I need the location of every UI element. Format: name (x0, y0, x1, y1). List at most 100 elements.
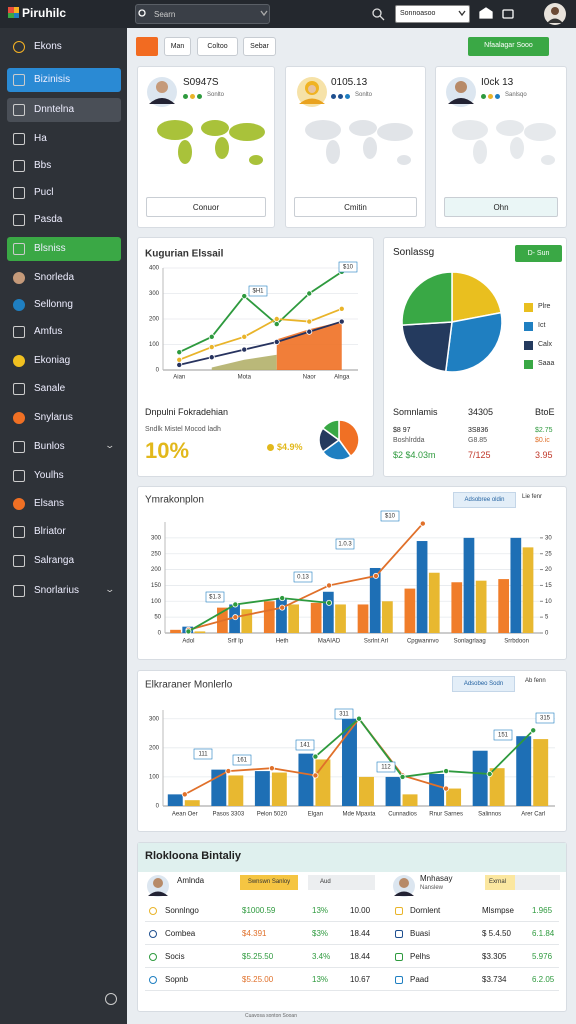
status-dot (495, 94, 500, 99)
sidebar-item[interactable]: Bbs (34, 160, 52, 171)
sidebar-highlight (7, 98, 121, 122)
chart-control[interactable]: Ab fenn (525, 678, 546, 684)
orange-button[interactable] (136, 37, 158, 56)
sidebar-item[interactable]: Bunlos (34, 441, 65, 452)
sidebar-item[interactable]: Ekons (34, 41, 62, 52)
sidebar-icon (13, 272, 25, 284)
row-cell: Dornlent (410, 906, 441, 915)
sidebar-item[interactable]: Sellonng (34, 299, 73, 310)
row-cell: Paad (410, 975, 429, 984)
profile-name: Mnhasay (420, 874, 453, 883)
card-sub: Sonlto (207, 92, 225, 98)
toolbar-button[interactable]: Man (164, 37, 191, 56)
panel-title: Dnpulni Fokradehian (145, 407, 229, 417)
card-button[interactable]: Cmitin (294, 197, 417, 217)
chevron: ⌄ (104, 584, 116, 594)
sidebar-item[interactable]: Youlhs (34, 470, 64, 481)
chart-control[interactable]: Adsobeo Sodn (452, 676, 515, 692)
sidebar-item[interactable]: Snorleda (34, 272, 75, 283)
legend-label: Calx (538, 341, 553, 348)
summary-cell: Boshlrdda (393, 437, 425, 444)
row-divider (145, 990, 559, 991)
card-sub: Sonlto (355, 92, 373, 98)
sidebar-icon (13, 326, 25, 338)
people-title: Rlokloona Bintaliy (145, 850, 241, 862)
select-box[interactable]: Sonnoasoo (395, 5, 470, 23)
summary-cell: G8.85 (468, 437, 488, 444)
profile-name: Amlnda (177, 876, 205, 885)
toolbar-button[interactable]: Coltoo (197, 37, 238, 56)
sidebar-item[interactable]: Blriator (34, 526, 66, 537)
search-box[interactable]: Searn (135, 4, 270, 24)
profile-tag: Swnswn Sanloy (240, 875, 298, 890)
sidebar-item[interactable]: Bizinisis (34, 74, 71, 85)
summary-cell: BtoE (535, 407, 555, 417)
sidebar-icon (13, 41, 25, 53)
sidebar-item[interactable]: Ekoniag (34, 355, 71, 366)
sidebar-item[interactable]: Snylarus (34, 412, 73, 423)
sidebar-item[interactable]: Pasda (34, 214, 63, 225)
row-icon (149, 976, 157, 984)
row-cell: $5.25.50 (242, 952, 274, 961)
row-icon (395, 907, 403, 915)
sidebar-item[interactable]: Elsans (34, 498, 65, 509)
sidebar-item[interactable]: Dnntelna (34, 104, 75, 115)
sidebar-icon (13, 299, 25, 311)
row-divider (145, 967, 559, 968)
chart-control[interactable]: Adsobree oldin (453, 492, 516, 508)
summary-cell: 34305 (468, 407, 494, 417)
summary-cell: Somnlamis (393, 407, 438, 417)
summary-cell: 7/125 (468, 450, 491, 460)
row-cell: 3.4% (312, 952, 331, 961)
card-value: I0ck 13 (481, 77, 514, 88)
status-dot (338, 94, 343, 99)
sidebar-icon (13, 470, 25, 482)
row-cell: Combea (165, 929, 196, 938)
sidebar-item[interactable]: Ha (34, 133, 47, 144)
sidebar-item[interactable]: Pucl (34, 187, 54, 198)
legend-swatch (524, 360, 533, 369)
row-cell: $3.734 (482, 975, 507, 984)
summary-button[interactable]: D- Sun (515, 245, 562, 262)
legend-swatch (524, 341, 533, 350)
sidebar-highlight (7, 237, 121, 261)
card-button[interactable]: Conuor (146, 197, 266, 217)
toolbar-button[interactable]: Sebar (243, 37, 276, 56)
action-button[interactable]: Nfaalagar Sooo (468, 37, 549, 56)
sidebar-icon (13, 526, 25, 538)
profile-tag: Exrnal (485, 875, 560, 890)
sidebar-item[interactable]: Sanale (34, 383, 66, 394)
row-cell: $5.25.00 (242, 975, 274, 984)
profile-sub: Nanslew (420, 885, 444, 891)
row-cell: Buasi (410, 929, 431, 938)
status-dot (331, 94, 336, 99)
sidebar-icon (13, 187, 25, 199)
sidebar-item[interactable]: Snorlarius (34, 585, 80, 596)
row-cell: 13% (312, 906, 329, 915)
row-cell: $1000.59 (242, 906, 276, 915)
sidebar-item[interactable]: Amfus (34, 326, 63, 337)
sidebar-item[interactable]: Blsniss (34, 243, 66, 254)
chart-control[interactable]: Lie fenr (522, 494, 543, 500)
row-divider (145, 944, 559, 945)
sidebar-icon (13, 412, 25, 424)
sidebar-icon (13, 498, 25, 510)
legend-label: Plre (538, 303, 551, 310)
sidebar-item[interactable]: Salranga (34, 555, 75, 566)
big-number: 10% (145, 438, 190, 463)
legend-label: Saaa (538, 360, 555, 367)
row-cell: $3.305 (482, 952, 507, 961)
summary-cell: $2 $4.03m (393, 450, 436, 460)
row-cell: Mlsmpse (482, 906, 515, 915)
card-value: 0105.13 (331, 77, 368, 88)
card-button[interactable]: Ohn (444, 197, 558, 217)
card-value: S0947S (183, 77, 219, 88)
row-cell: Sopnb (165, 975, 189, 984)
status-dot (481, 94, 486, 99)
status-dot (190, 94, 195, 99)
row-icon (395, 953, 403, 961)
row-cell: 18.44 (350, 952, 371, 961)
sidebar-icon (13, 243, 25, 255)
